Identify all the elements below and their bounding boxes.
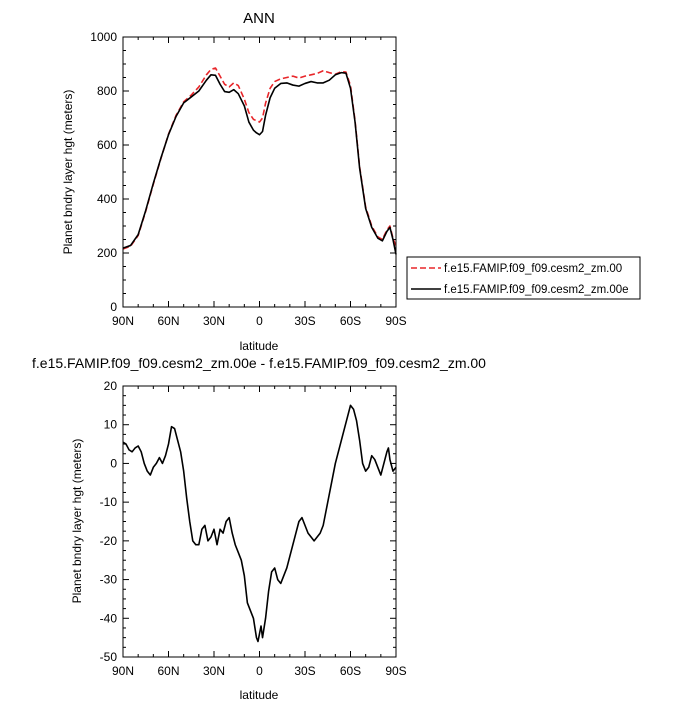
bottom-panel: f.e15.FAMIP.f09_f09.cesm2_zm.00e - f.e15…	[32, 355, 486, 702]
bottom-x-tick-label: 60N	[157, 664, 179, 678]
bottom-y-axis-label: Planet bndry layer hgt (meters)	[70, 439, 84, 604]
top-x-tick-label: 90S	[385, 314, 406, 328]
bottom-series-line-0	[122, 404, 397, 643]
top-y-tick-label: 0	[110, 300, 117, 314]
top-series-line-1	[122, 71, 397, 255]
bottom-y-tick-label: -10	[100, 495, 118, 509]
bottom-y-tick-label: -30	[100, 573, 118, 587]
bottom-chart-title: f.e15.FAMIP.f09_f09.cesm2_zm.00e - f.e15…	[32, 355, 486, 371]
legend-label-00e: f.e15.FAMIP.f09_f09.cesm2_zm.00e	[444, 284, 629, 296]
bottom-x-tick-label: 30N	[203, 664, 225, 678]
top-x-tick-label: 60S	[340, 314, 361, 328]
top-x-tick-label: 0	[256, 314, 263, 328]
bottom-x-tick-label: 90S	[385, 664, 406, 678]
bottom-x-tick-label: 30S	[294, 664, 315, 678]
top-y-ticks: 0 200 400 600 800 1000	[90, 30, 396, 314]
top-x-axis-label: latitude	[240, 339, 279, 353]
bottom-x-ticks: 90N 60N 30N 0 30S 60S 90S	[112, 386, 407, 678]
top-series-group	[122, 67, 397, 255]
top-x-tick-label: 30N	[203, 314, 225, 328]
top-x-ticks: 90N 60N 30N 0 30S 60S 90S	[112, 37, 407, 328]
bottom-y-tick-label: -20	[100, 534, 118, 548]
legend-box	[406, 256, 641, 300]
bottom-x-tick-label: 60S	[340, 664, 361, 678]
bottom-x-tick-label: 0	[256, 664, 263, 678]
bottom-y-tick-label: 0	[110, 456, 117, 470]
top-y-tick-label: 200	[97, 246, 117, 260]
top-chart-title: ANN	[243, 10, 275, 27]
top-y-tick-label: 600	[97, 138, 117, 152]
bottom-y-ticks: -50 -40 -30 -20 -10 0 10 20	[100, 379, 396, 664]
bottom-x-tick-label: 90N	[112, 664, 134, 678]
legend: f.e15.FAMIP.f09_f09.cesm2_zm.00 f.e15.FA…	[406, 256, 641, 300]
top-y-tick-label: 1000	[90, 30, 117, 44]
bottom-plot-frame	[122, 385, 397, 658]
top-y-tick-label: 800	[97, 84, 117, 98]
top-x-tick-label: 90N	[112, 314, 134, 328]
bottom-y-tick-label: 10	[104, 418, 118, 432]
bottom-y-tick-label: 20	[104, 379, 118, 393]
bottom-x-axis-label: latitude	[240, 688, 279, 702]
top-plot-frame	[122, 36, 397, 308]
bottom-y-tick-label: -50	[100, 650, 118, 664]
top-y-tick-label: 400	[97, 192, 117, 206]
legend-label-00: f.e15.FAMIP.f09_f09.cesm2_zm.00	[444, 263, 622, 275]
bottom-series-group	[122, 404, 397, 643]
top-y-axis-label: Planet bndry layer hgt (meters)	[61, 90, 75, 255]
bottom-y-tick-label: -40	[100, 611, 118, 625]
top-series-line-0	[122, 67, 397, 250]
top-x-tick-label: 30S	[294, 314, 315, 328]
top-x-tick-label: 60N	[157, 314, 179, 328]
